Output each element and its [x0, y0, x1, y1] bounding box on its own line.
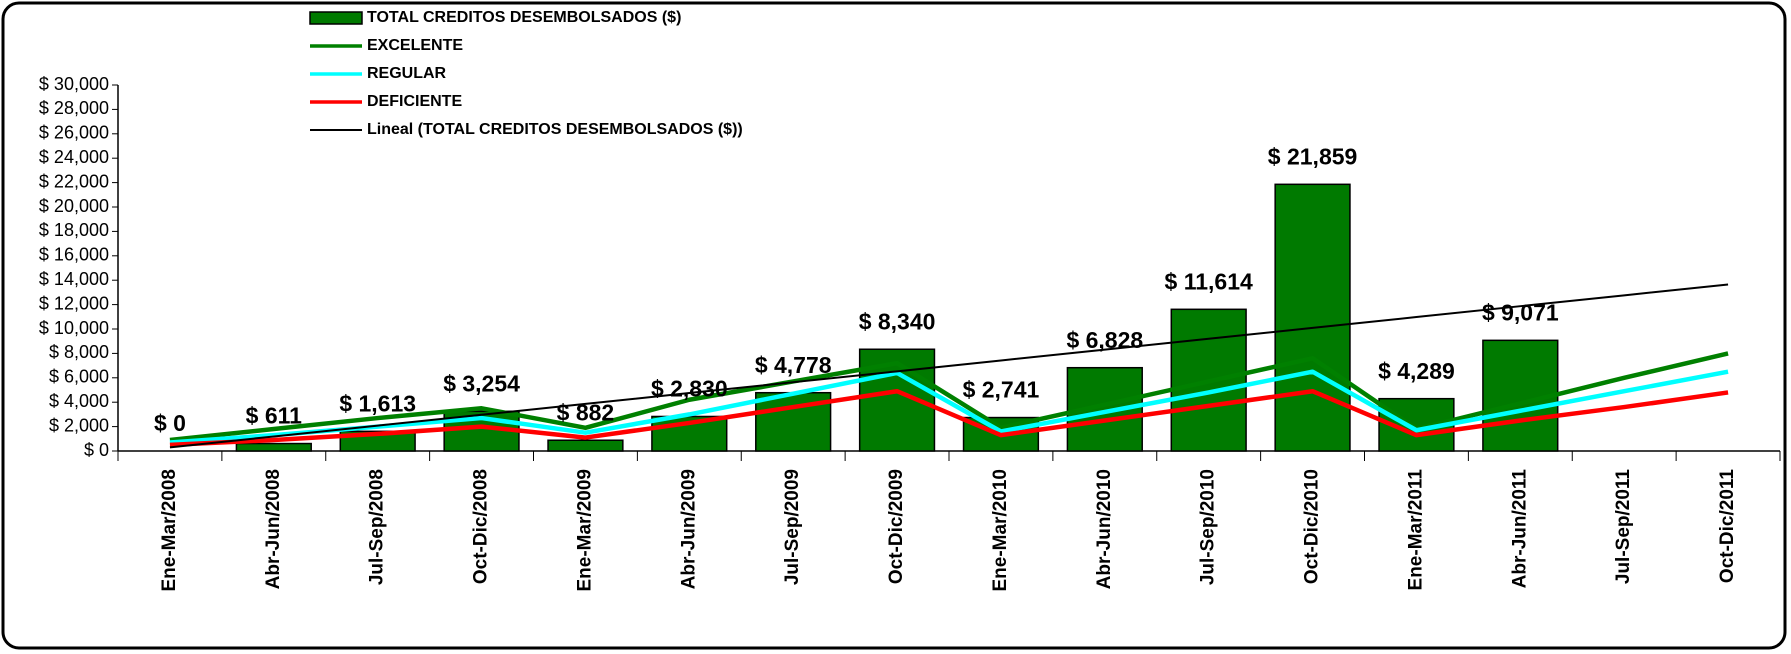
- data-label: $ 611: [246, 403, 302, 429]
- x-tick-label: Oct-Dic/2009: [886, 469, 907, 584]
- x-tick-label: Jul-Sep/2010: [1198, 469, 1219, 585]
- x-tick-label: Jul-Sep/2009: [782, 469, 803, 585]
- x-tick-label: Oct-Dic/2008: [471, 469, 492, 584]
- y-tick-label: $ 28,000: [39, 98, 109, 118]
- x-tick-label: Jul-Sep/2008: [367, 469, 388, 585]
- data-label: $ 6,828: [1066, 327, 1143, 353]
- y-tick-label: $ 30,000: [39, 74, 109, 94]
- y-tick-label: $ 14,000: [39, 269, 109, 289]
- x-tick-label: Ene-Mar/2008: [159, 469, 180, 592]
- legend-label: Lineal (TOTAL CREDITOS DESEMBOLSADOS ($)…: [367, 121, 743, 138]
- series-line: [169, 369, 1729, 445]
- x-tick-label: Ene-Mar/2011: [1405, 469, 1426, 591]
- y-tick-label: $ 2,000: [49, 415, 109, 435]
- x-tick-label: Oct-Dic/2010: [1302, 469, 1323, 584]
- data-label: $ 21,859: [1268, 143, 1358, 169]
- legend-label: REGULAR: [367, 65, 447, 82]
- y-tick-label: $ 18,000: [39, 220, 109, 240]
- data-label: $ 1,613: [339, 390, 416, 416]
- series-line: [169, 351, 1729, 443]
- y-tick-label: $ 0: [84, 440, 109, 460]
- y-tick-label: $ 10,000: [39, 318, 109, 338]
- y-tick-label: $ 12,000: [39, 293, 109, 313]
- series-line: [169, 388, 1729, 448]
- x-tick-label: Ene-Mar/2009: [574, 469, 595, 592]
- data-label: $ 2,741: [963, 377, 1040, 403]
- y-tick-label: $ 24,000: [39, 147, 109, 167]
- legend-label: DEFICIENTE: [367, 93, 462, 110]
- x-tick-label: Oct-Dic/2011: [1717, 469, 1738, 583]
- data-label: $ 0: [154, 410, 186, 436]
- data-label: $ 9,071: [1482, 299, 1559, 325]
- legend-swatch: [309, 11, 363, 25]
- y-tick-label: $ 4,000: [49, 391, 109, 411]
- x-tick-label: Abr-Jun/2008: [263, 469, 284, 589]
- data-label: $ 882: [557, 399, 615, 425]
- y-tick-label: $ 8,000: [49, 342, 109, 362]
- data-label: $ 11,614: [1165, 268, 1253, 294]
- x-tick-label: Abr-Jun/2011: [1509, 469, 1530, 589]
- x-tick-label: Ene-Mar/2010: [990, 469, 1011, 592]
- legend-label: TOTAL CREDITOS DESEMBOLSADOS ($): [367, 9, 681, 26]
- y-tick-label: $ 16,000: [39, 245, 109, 265]
- x-tick-label: Jul-Sep/2011: [1613, 469, 1634, 585]
- data-label: $ 4,778: [755, 352, 832, 378]
- y-tick-label: $ 26,000: [39, 123, 109, 143]
- bar: [1274, 183, 1351, 452]
- bar: [547, 439, 624, 452]
- y-tick-label: $ 20,000: [39, 196, 109, 216]
- legend-label: EXCELENTE: [367, 37, 463, 54]
- data-label: $ 4,289: [1378, 358, 1455, 384]
- y-tick-label: $ 22,000: [39, 171, 109, 191]
- bar: [235, 442, 312, 452]
- series-line: [169, 283, 1729, 449]
- data-label: $ 2,830: [651, 376, 728, 402]
- y-tick-label: $ 6,000: [49, 367, 109, 387]
- x-tick-label: Abr-Jun/2010: [1094, 469, 1115, 589]
- x-tick-label: Abr-Jun/2009: [678, 469, 699, 589]
- data-label: $ 8,340: [859, 308, 936, 334]
- data-label: $ 3,254: [443, 370, 520, 396]
